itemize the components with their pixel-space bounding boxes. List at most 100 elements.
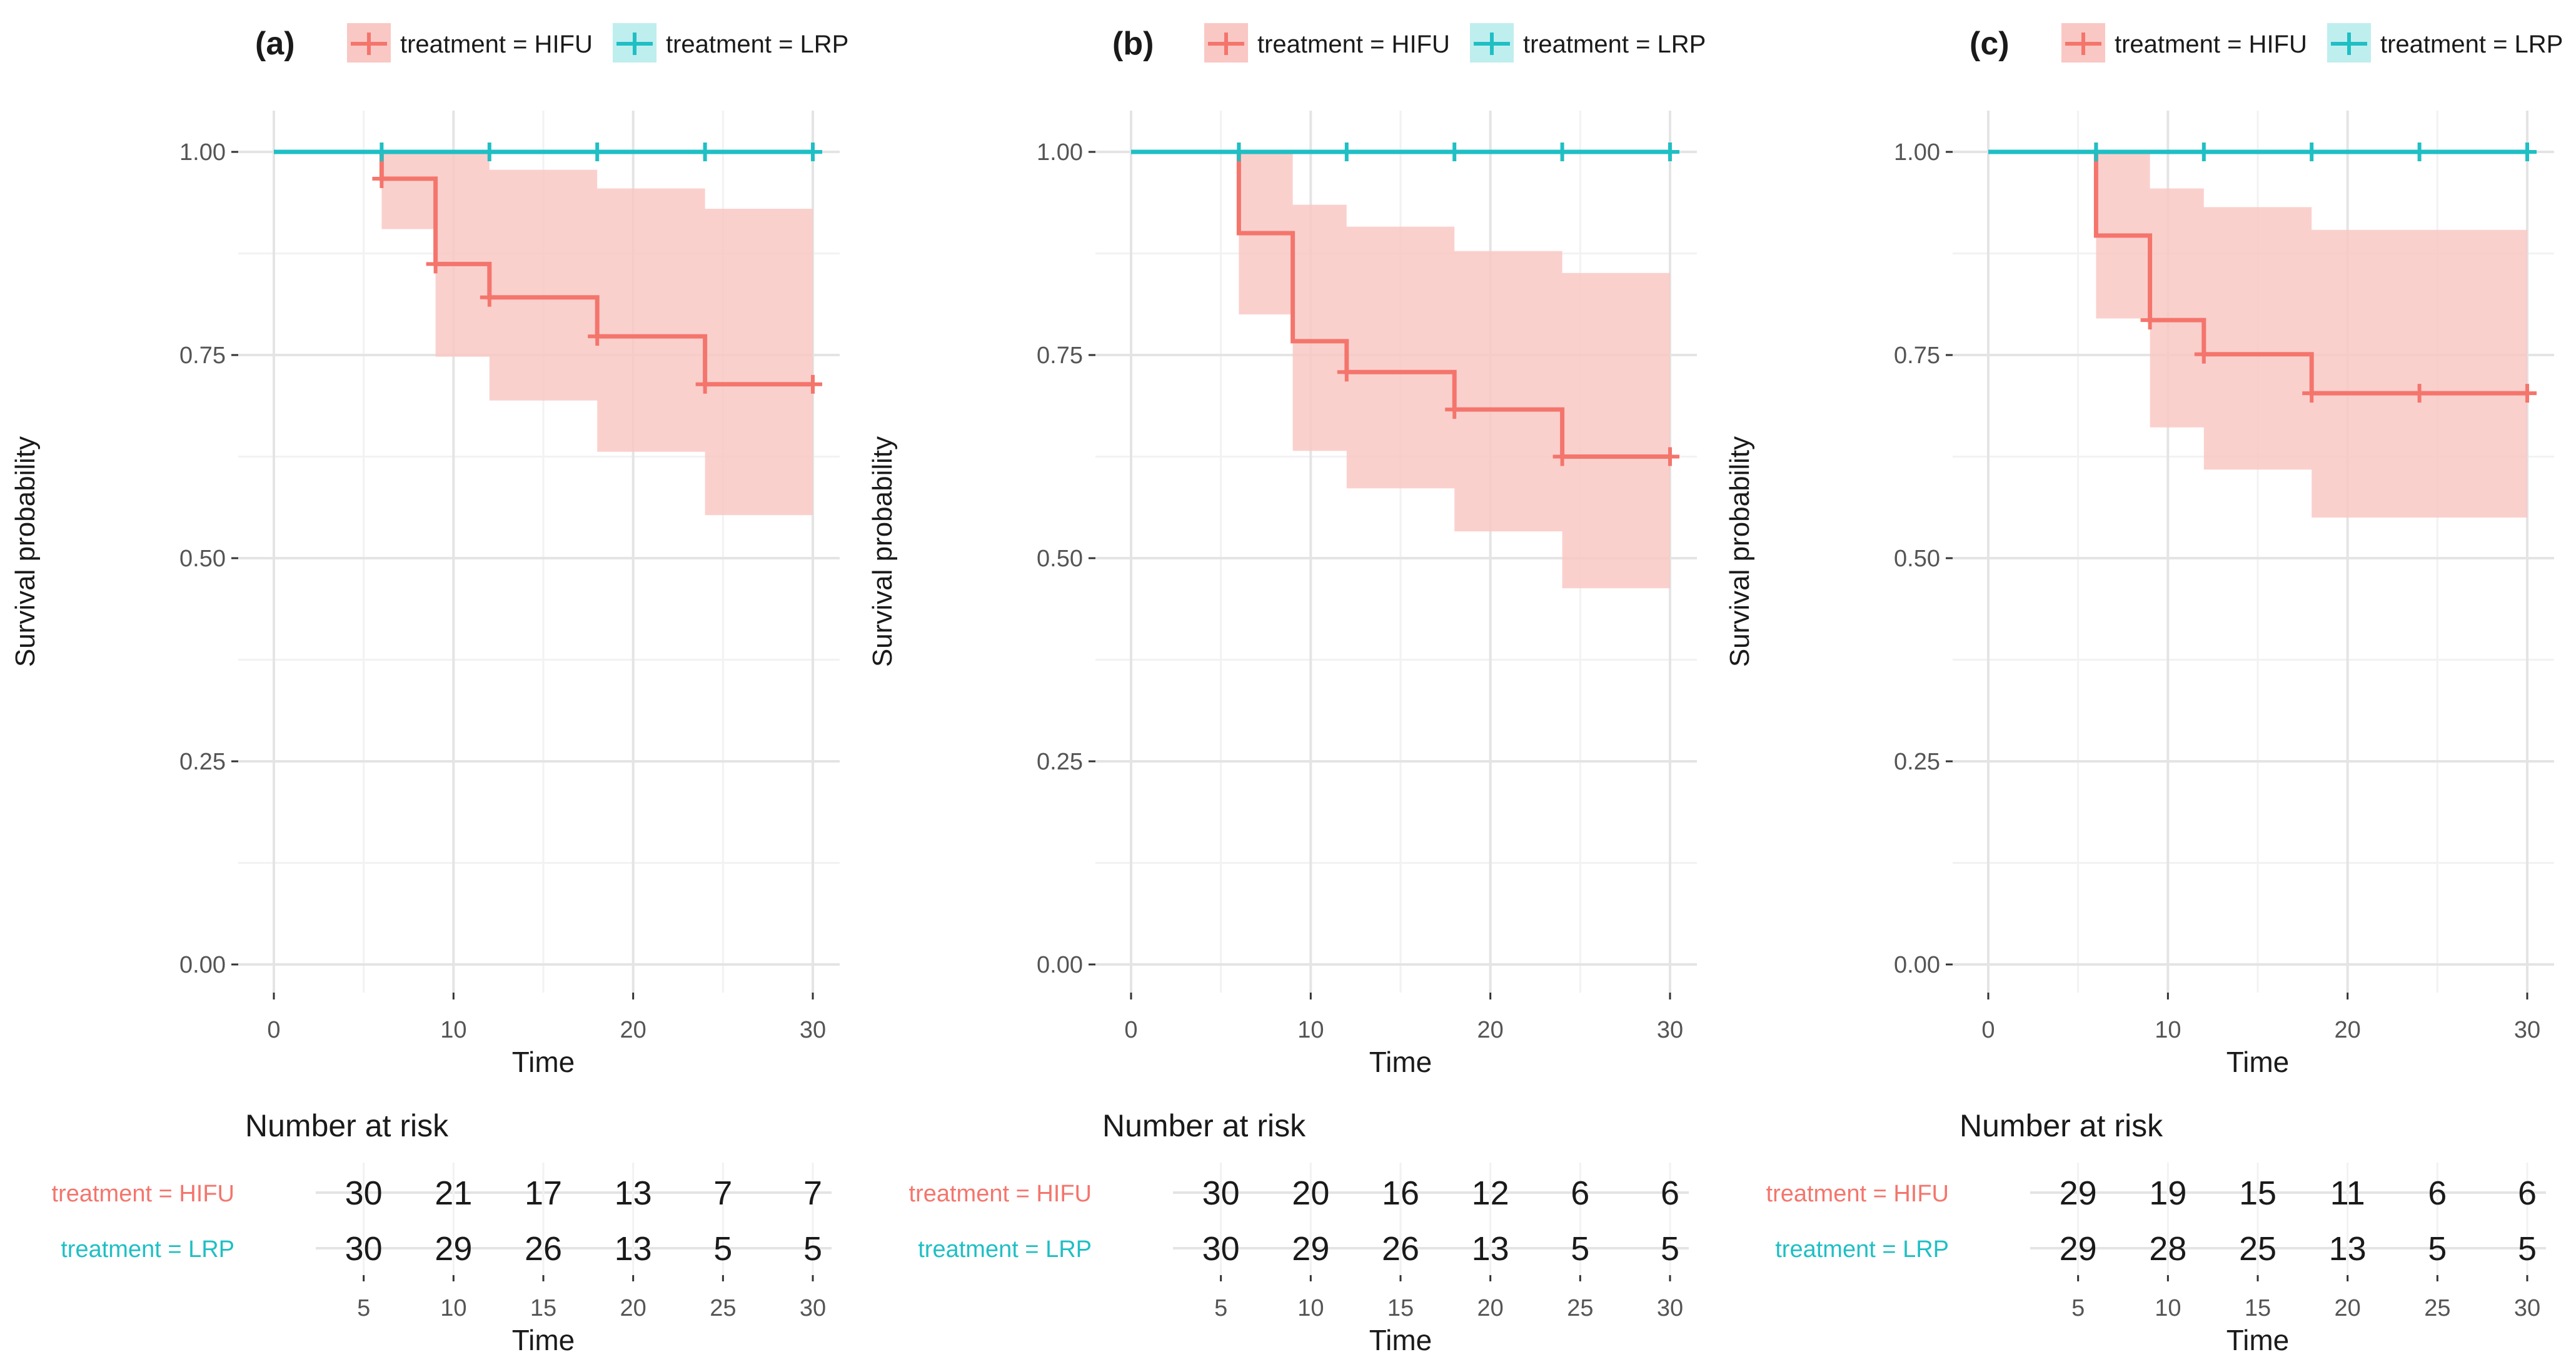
risk-x-tick-label: 30 (800, 1295, 826, 1321)
x-tick-label: 30 (1657, 1017, 1683, 1043)
x-tick-label: 20 (620, 1017, 647, 1043)
risk-count: 25 (2239, 1230, 2277, 1268)
y-tick-label: 0.75 (1037, 343, 1083, 369)
panel-label: (b) (1112, 26, 1154, 62)
risk-table: Number at risk treatment = HIFU 29 19 15 11 6 6… (1766, 1108, 2546, 1356)
risk-count: 6 (1571, 1174, 1589, 1212)
risk-x-tick-label: 10 (1297, 1295, 1324, 1321)
x-axis: 0 10 20 30 Time (267, 993, 826, 1078)
risk-count: 30 (345, 1230, 383, 1268)
legend-label: treatment = HIFU (1257, 31, 1450, 58)
y-tick-label: 0.00 (1037, 952, 1083, 978)
risk-count: 28 (2149, 1230, 2186, 1268)
risk-row-label: treatment = HIFU (909, 1181, 1092, 1207)
y-tick-label: 0.75 (179, 343, 226, 369)
censor-mark (803, 374, 822, 394)
risk-count: 19 (2149, 1174, 2186, 1212)
survival-curve (1131, 149, 1670, 459)
censor-mark (372, 169, 391, 188)
risk-count: 30 (1202, 1230, 1240, 1268)
risk-count: 21 (435, 1174, 472, 1212)
legend-item-lrp: treatment = LRP (613, 23, 848, 63)
censor-mark (2086, 143, 2106, 161)
x-axis-title: Time (2226, 1046, 2290, 1078)
risk-row-label: treatment = LRP (61, 1236, 234, 1263)
censor-mark (2140, 311, 2160, 330)
censor-mark (1337, 363, 1356, 382)
risk-x-tick-label: 20 (1477, 1295, 1504, 1321)
risk-x-tick-label: 15 (2245, 1295, 2271, 1321)
risk-count: 5 (2428, 1230, 2447, 1268)
censor-mark (1229, 143, 1249, 161)
risk-count: 13 (2329, 1230, 2367, 1268)
x-axis: 0 10 20 30 Time (1981, 993, 2540, 1078)
risk-table-title: Number at risk (1102, 1108, 1306, 1143)
risk-x-tick-label: 20 (2335, 1295, 2361, 1321)
x-tick-label: 0 (267, 1017, 280, 1043)
legend-label: treatment = LRP (2380, 31, 2563, 58)
risk-count: 5 (713, 1230, 732, 1268)
censor-mark (480, 288, 499, 307)
legend-item-lrp: treatment = LRP (2327, 23, 2563, 63)
risk-row-label: treatment = LRP (1775, 1236, 1949, 1263)
y-tick-label: 0.00 (179, 952, 226, 978)
risk-x-tick-label: 30 (1657, 1295, 1683, 1321)
risk-count: 29 (1292, 1230, 1329, 1268)
y-axis-title: Survival probability (867, 436, 898, 667)
censor-mark (1552, 447, 1572, 466)
censor-mark (2518, 143, 2537, 161)
risk-count: 5 (803, 1230, 822, 1268)
x-tick-label: 10 (440, 1017, 466, 1043)
risk-count: 29 (2060, 1230, 2097, 1268)
risk-count: 29 (2060, 1174, 2097, 1212)
x-tick-label: 20 (2335, 1017, 2361, 1043)
series-hifu (1988, 143, 2537, 518)
legend-label: treatment = HIFU (2115, 31, 2307, 58)
risk-table-title: Number at risk (1960, 1108, 2163, 1143)
risk-table-title: Number at risk (245, 1108, 449, 1143)
censor-mark (695, 143, 715, 161)
risk-count: 17 (525, 1174, 562, 1212)
x-tick-label: 30 (800, 1017, 826, 1043)
censor-mark (480, 143, 499, 161)
ci-band (274, 152, 813, 516)
risk-count: 5 (1661, 1230, 1679, 1268)
risk-count: 5 (2518, 1230, 2537, 1268)
y-tick-label: 0.50 (179, 546, 226, 572)
censor-mark (426, 254, 445, 274)
y-tick-label: 0.50 (1037, 546, 1083, 572)
legend-label: treatment = LRP (1523, 31, 1706, 58)
risk-x-tick-label: 5 (1214, 1295, 1227, 1321)
censor-mark (1445, 400, 1464, 419)
censor-mark (803, 143, 822, 161)
risk-count: 26 (1382, 1230, 1419, 1268)
risk-count: 15 (2239, 1174, 2277, 1212)
x-axis-title: Time (1369, 1046, 1432, 1078)
risk-count: 6 (1661, 1174, 1679, 1212)
risk-x-tick-label: 15 (1387, 1295, 1414, 1321)
censor-mark (1337, 143, 1356, 161)
risk-count: 13 (615, 1230, 652, 1268)
risk-x-tick-label: 25 (710, 1295, 736, 1321)
y-tick-label: 0.50 (1894, 546, 1940, 572)
series-hifu (274, 149, 822, 516)
risk-count: 20 (1292, 1174, 1329, 1212)
x-tick-label: 0 (1981, 1017, 1995, 1043)
risk-table: Number at risk treatment = HIFU 30 20 16 12 6 6… (909, 1108, 1689, 1356)
risk-count: 5 (1571, 1230, 1589, 1268)
panel-label: (c) (1970, 26, 2010, 62)
censor-mark (695, 374, 715, 394)
ci-band (1988, 152, 2527, 518)
risk-count: 6 (2518, 1174, 2537, 1212)
x-tick-label: 0 (1124, 1017, 1137, 1043)
risk-count: 7 (803, 1174, 822, 1212)
series-lrp (1131, 143, 1679, 161)
censor-mark (588, 327, 607, 346)
y-axis: 0.00 0.25 0.50 0.75 1.00 Survival probability (1724, 139, 1953, 978)
risk-x-tick-label: 20 (620, 1295, 647, 1321)
censor-mark (2302, 143, 2322, 161)
panel-a: (a) treatment = HIFU treatment = LRP0.000.… (10, 23, 848, 1356)
y-tick-label: 0.25 (1894, 749, 1940, 775)
risk-count: 13 (615, 1174, 652, 1212)
